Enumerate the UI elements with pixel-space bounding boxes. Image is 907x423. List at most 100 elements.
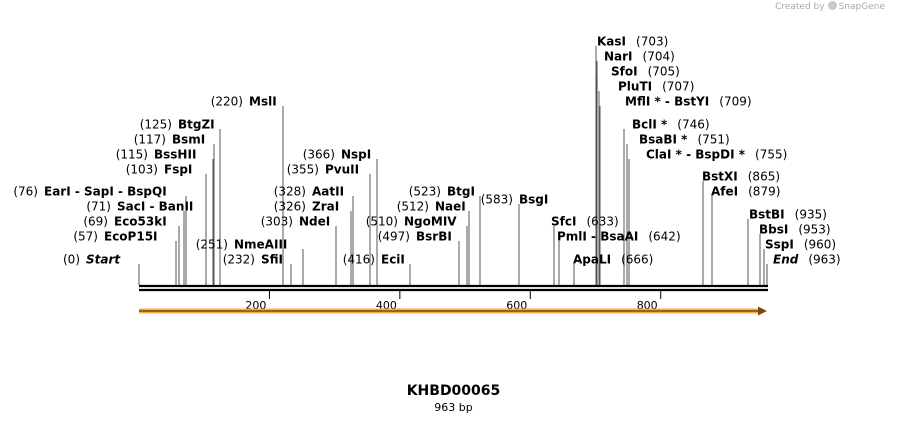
site-sfoi[interactable]: SfoI (705) [611,65,680,79]
site-fspi[interactable]: FspI (103) [126,163,193,177]
site-bsabi[interactable]: BsaBI * (751) [639,133,730,147]
site-bstbi[interactable]: BstBI (935) [749,208,827,222]
site-btgi[interactable]: BtgI (523) [409,185,475,199]
site-position: (935) [795,208,827,222]
site-name: BstBI [749,208,785,222]
site-position: (103) [126,163,158,177]
site-ngomiv[interactable]: NgoMIV (510) [366,215,458,229]
site-kasi[interactable]: KasI (703) [597,35,668,49]
site-start[interactable]: Start (0) [63,253,121,267]
site-position: (879) [748,185,780,199]
credit-prefix: Created by [775,2,825,12]
site-name: AatII [312,185,344,199]
site-bcli[interactable]: BclI * (746) [632,118,710,132]
site-apali[interactable]: ApaLI (666) [573,253,653,267]
site-name: PmlI - BsaAI [557,230,638,244]
site-name: ZraI [312,200,339,214]
site-sspi[interactable]: SspI (960) [765,238,836,252]
site-name: Eco53kI [114,215,167,229]
site-position: (366) [303,148,335,162]
site-position: (115) [116,148,148,162]
site-position: (57) [73,230,98,244]
site-position: (704) [643,50,675,64]
site-zrai[interactable]: ZraI (326) [274,200,339,214]
site-name: KasI [597,35,626,49]
site-position: (416) [343,253,375,267]
site-name: EarI - SapI - BspQI [44,185,167,199]
site-name: NmeAIII [234,238,287,252]
site-position: (303) [261,215,293,229]
site-position: (125) [140,118,172,132]
site-position: (865) [748,170,780,184]
site-aatii[interactable]: AatII (328) [274,185,344,199]
site-name: BsgI [519,193,548,207]
feature-track[interactable] [139,306,767,316]
site-name: SacI - BanII [117,200,193,214]
site-position: (355) [287,163,319,177]
site-name: End [773,253,799,267]
site-bsgi[interactable]: BsgI (583) [481,193,549,207]
site-name: BtgZI [178,118,215,132]
credit-brand: SnapGene [838,2,885,12]
site-nari[interactable]: NarI (704) [604,50,675,64]
site-name: BtgI [447,185,475,199]
site-position: (633) [586,215,618,229]
orf-arrowhead-icon [758,306,767,316]
site-name: BstXI [702,170,738,184]
site-position: (251) [196,238,228,252]
site-position: (705) [648,65,680,79]
site-nmeaiii[interactable]: NmeAIII (251) [196,238,288,252]
site-name: SspI [765,238,794,252]
site-position: (703) [636,35,668,49]
site-nspi[interactable]: NspI (366) [303,148,372,162]
site-pmli-bsaai[interactable]: PmlI - BsaAI (642) [557,230,681,244]
site-end[interactable]: End (963) [773,253,841,267]
site-bsshii[interactable]: BssHII (115) [116,148,197,162]
site-name: NgoMIV [404,215,457,229]
site-labels: Start (0) EcoP15I(57)Eco53kI(69)SacI - Ban… [13,35,840,267]
site-position: (232) [223,253,255,267]
site-sfci[interactable]: SfcI (633) [551,215,619,229]
site-msli[interactable]: MslI (220) [211,95,277,109]
site-bsrbi[interactable]: BsrBI (497) [378,230,452,244]
site-name: ClaI * - BspDI * [646,148,746,162]
site-name: BsrBI [416,230,452,244]
site-bbsi[interactable]: BbsI (953) [759,223,831,237]
site-name: PvuII [325,163,359,177]
site-name: PluTI [618,80,652,94]
site-ndei[interactable]: NdeI (303) [261,215,331,229]
site-position: (746) [677,118,709,132]
site-name: SfoI [611,65,638,79]
site-name: ApaLI [573,253,611,267]
site-saci-banii[interactable]: SacI - BanII (71) [86,200,193,214]
site-eco53ki[interactable]: Eco53kI (69) [83,215,166,229]
site-position: (510) [366,215,398,229]
site-bstxi[interactable]: BstXI (865) [702,170,780,184]
site-btgzi[interactable]: BtgZI (125) [140,118,215,132]
site-ecii[interactable]: EciI (416) [343,253,405,267]
site-name: BsmI [172,133,205,147]
site-ecop15i[interactable]: EcoP15I (57) [73,230,157,244]
site-connectors [138,46,768,285]
site-name: Start [86,253,121,267]
site-name: SfcI [551,215,576,229]
site-position: (71) [86,200,111,214]
site-bsmi[interactable]: BsmI (117) [134,133,206,147]
site-name: NarI [604,50,633,64]
site-position: (0) [63,253,80,267]
site-position: (963) [808,253,840,267]
site-eari-sapi-bspqi[interactable]: EarI - SapI - BspQI (76) [13,185,166,199]
site-afei[interactable]: AfeI (879) [711,185,780,199]
site-name: BssHII [154,148,196,162]
site-position: (76) [13,185,38,199]
site-mfli-bstyi[interactable]: MflI * - BstYI (709) [625,95,752,109]
site-position: (326) [274,200,306,214]
site-pvuii[interactable]: PvuII (355) [287,163,359,177]
site-name: EciI [381,253,405,267]
site-clai-bspdi[interactable]: ClaI * - BspDI * (755) [646,148,787,162]
site-sfii[interactable]: SfiI (232) [223,253,283,267]
site-naei[interactable]: NaeI (512) [397,200,466,214]
site-name: NaeI [435,200,466,214]
site-pluti[interactable]: PluTI (707) [618,80,694,94]
site-position: (220) [211,95,243,109]
